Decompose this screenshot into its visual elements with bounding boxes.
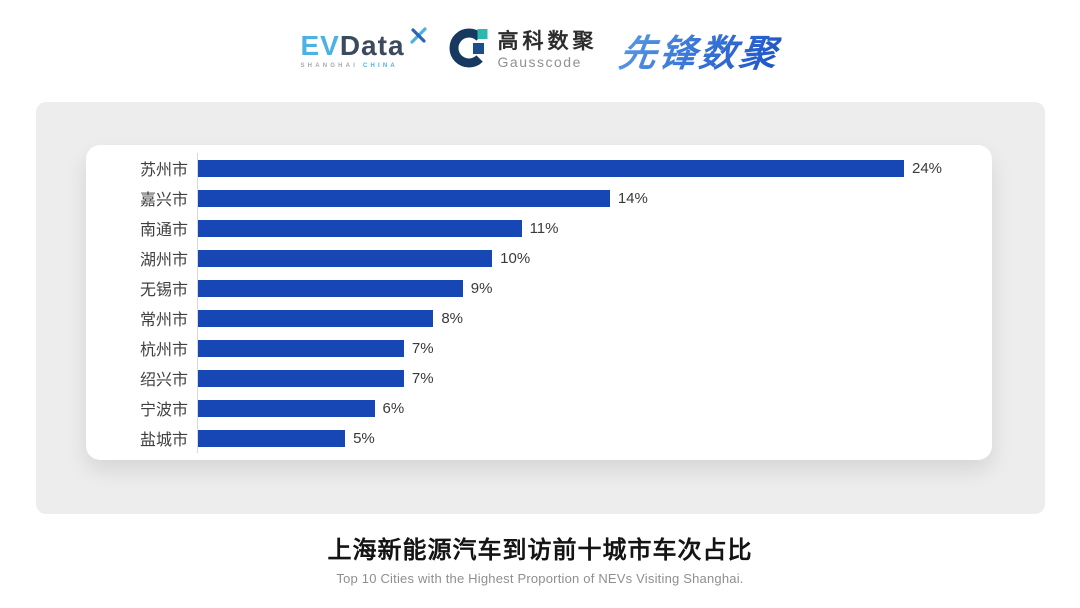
evdata-ev-text: EV: [300, 30, 340, 61]
evdata-data-text: Data: [339, 30, 405, 61]
bar-track: 7%: [197, 333, 992, 363]
bar-track: 6%: [197, 393, 992, 423]
bar-category-label: 嘉兴市: [139, 192, 188, 209]
bar: [198, 399, 375, 417]
chart-row: 嘉兴市 14%: [86, 183, 992, 213]
chart-panel: 苏州市 24% 嘉兴市 14% 南通市 11% 湖州市 10% 无锡市 9% 常州市 8% 杭州市 7% 绍…: [36, 102, 1045, 514]
evdata-wordmark: EVData: [300, 31, 404, 61]
gausscode-cn-text: 高科数聚: [497, 30, 598, 53]
bar-category-label: 绍兴市: [139, 372, 188, 389]
bar-category-label: 无锡市: [139, 282, 188, 299]
bar-track: 11%: [197, 213, 992, 243]
bar-value-label: 7%: [411, 339, 434, 357]
title-block: 上海新能源汽车到访前十城市车次占比 Top 10 Cities with the…: [0, 530, 1080, 586]
bar-category-label: 苏州市: [139, 162, 188, 179]
bar: [198, 159, 904, 177]
pioneer-logo: 先锋数聚: [616, 23, 784, 77]
bar: [198, 189, 610, 207]
bar-category-label: 盐城市: [139, 432, 188, 449]
bar-value-label: 8%: [441, 309, 464, 327]
evdata-china-text: CHINA: [362, 63, 398, 69]
logo-header: EVData SHANGHAI CHINA: [0, 18, 1080, 82]
chart-subtitle: Top 10 Cities with the Highest Proportio…: [336, 571, 744, 586]
chart-card: 苏州市 24% 嘉兴市 14% 南通市 11% 湖州市 10% 无锡市 9% 常州市 8% 杭州市 7% 绍…: [86, 145, 992, 460]
bar-value-label: 6%: [382, 399, 405, 417]
bar-track: 7%: [197, 363, 992, 393]
bar: [198, 339, 404, 357]
bar-value-label: 9%: [470, 279, 493, 297]
chart-row: 宁波市 6%: [86, 393, 992, 423]
bar-track: 5%: [197, 423, 992, 453]
evdata-spark-icon: [409, 27, 427, 49]
chart-row: 无锡市 9%: [86, 273, 992, 303]
bar: [198, 429, 346, 447]
bar-category-label: 杭州市: [139, 342, 188, 359]
gausscode-wordmark: 高科数聚 Gausscode: [498, 30, 598, 70]
chart-row: 常州市 8%: [86, 303, 992, 333]
chart-title: 上海新能源汽车到访前十城市车次占比: [327, 537, 753, 564]
gausscode-logo: 高科数聚 Gausscode: [449, 28, 598, 73]
gausscode-g-icon: [449, 28, 489, 73]
bar-category-label: 南通市: [139, 222, 188, 239]
gausscode-en-text: Gausscode: [497, 54, 582, 70]
evdata-shanghai-text: SHANGHAI: [300, 63, 359, 69]
chart-row: 苏州市 24%: [86, 153, 992, 183]
chart-rows: 苏州市 24% 嘉兴市 14% 南通市 11% 湖州市 10% 无锡市 9% 常州市 8% 杭州市 7% 绍…: [86, 153, 992, 453]
bar-value-label: 10%: [500, 249, 531, 267]
chart-row: 湖州市 10%: [86, 243, 992, 273]
bar: [198, 309, 434, 327]
evdata-tagline: SHANGHAI CHINA: [300, 63, 404, 69]
bar-value-label: 11%: [529, 219, 559, 237]
bar-value-label: 14%: [617, 189, 648, 207]
bar-value-label: 5%: [353, 429, 375, 447]
chart-row: 盐城市 5%: [86, 423, 992, 453]
bar: [198, 219, 522, 237]
evdata-logo: EVData SHANGHAI CHINA: [300, 27, 427, 69]
bar-track: 10%: [197, 243, 992, 273]
bar-value-label: 24%: [912, 159, 943, 177]
bar: [198, 249, 493, 267]
bar-track: 9%: [197, 273, 992, 303]
bar-value-label: 7%: [411, 369, 434, 387]
bar-category-label: 宁波市: [139, 402, 188, 419]
bar: [198, 279, 463, 297]
bar: [198, 369, 404, 387]
bar-track: 8%: [197, 303, 992, 333]
bar-category-label: 常州市: [139, 312, 188, 329]
bar-track: 14%: [197, 183, 992, 213]
chart-row: 绍兴市 7%: [86, 363, 992, 393]
chart-row: 南通市 11%: [86, 213, 992, 243]
bar-category-label: 湖州市: [139, 252, 188, 269]
bar-track: 24%: [197, 153, 992, 183]
chart-row: 杭州市 7%: [86, 333, 992, 363]
